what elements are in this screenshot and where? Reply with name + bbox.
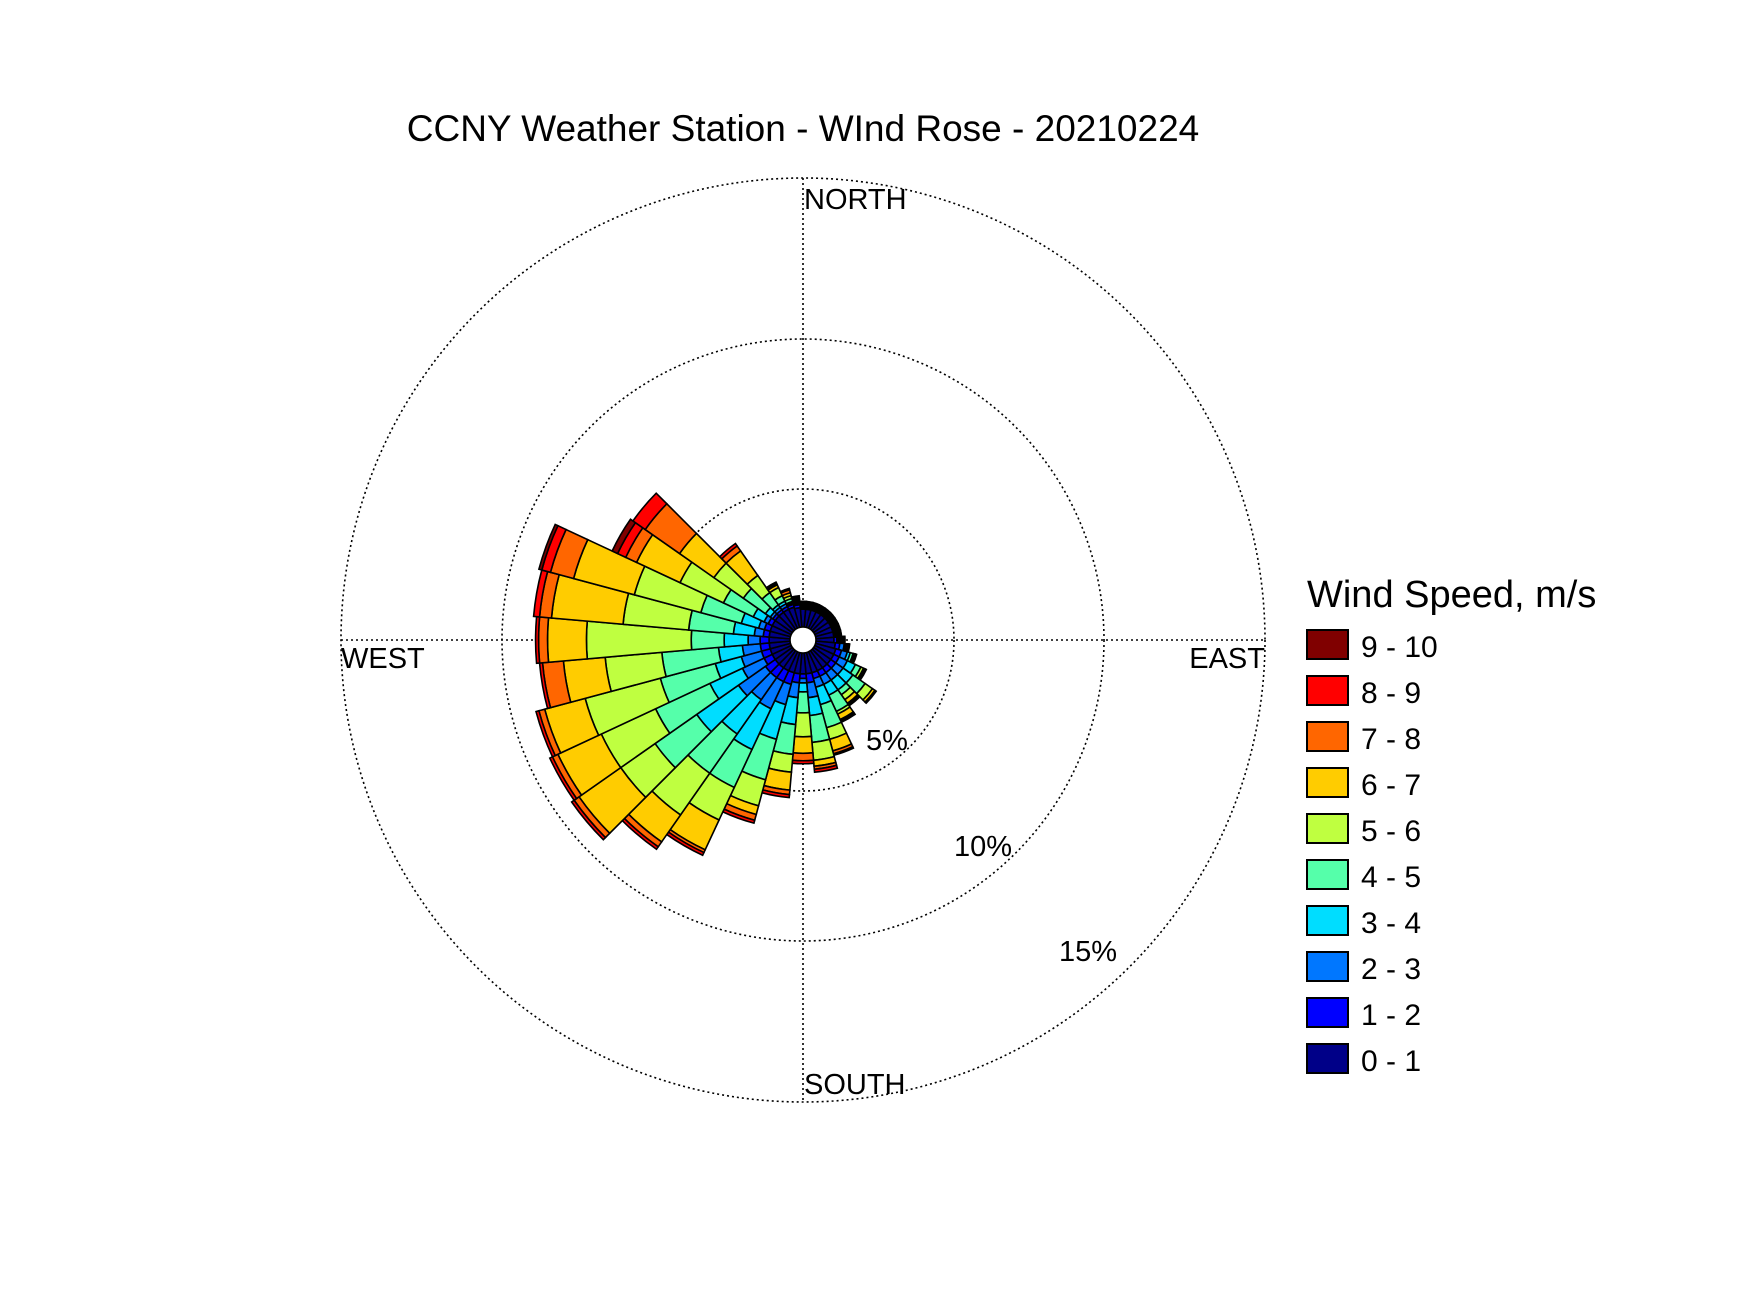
petal-segment-180deg-8-9	[791, 759, 815, 765]
legend-swatch-8-9	[1306, 675, 1349, 706]
petal-segment-250deg-8-9	[535, 709, 557, 758]
legend-label-6-7: 6 - 7	[1361, 769, 1421, 802]
petal-segment-300deg-9-10	[611, 518, 637, 555]
petal-segment-320deg-8-9	[718, 542, 739, 560]
legend: Wind Speed, m/s 9 - 10 8 - 9 7 - 8 6 - 7 5 -…	[1306, 574, 1596, 1078]
petal-segment-350deg-8-9	[790, 594, 801, 599]
legend-swatch-0-1	[1306, 1043, 1349, 1074]
ring-label-15: 15%	[1059, 936, 1117, 968]
petal-segment-180deg-7-8	[791, 751, 815, 762]
legend-label-3-4: 3 - 4	[1361, 907, 1421, 940]
legend-swatch-5-6	[1306, 813, 1349, 844]
legend-label-5-6: 5 - 6	[1361, 815, 1421, 848]
petal-segment-90deg-8-9	[843, 635, 846, 645]
label-south: SOUTH	[804, 1069, 906, 1101]
legend-label-0-1: 0 - 1	[1361, 1045, 1421, 1078]
label-north: NORTH	[804, 184, 907, 216]
petal-segment-240deg-8-9	[548, 755, 578, 802]
legend-label-2-3: 2 - 3	[1361, 953, 1421, 986]
petal-segment-290deg-9-10	[537, 523, 559, 571]
label-east: EAST	[1189, 643, 1265, 675]
petal-segment-330deg-8-9	[765, 581, 778, 591]
calm-center	[789, 626, 817, 654]
wind-rose-petals	[532, 492, 878, 857]
petal-segment-270deg-8-9	[534, 615, 541, 665]
petal-segment-270deg-6-7	[546, 616, 589, 664]
legend-label-9-10: 9 - 10	[1361, 631, 1438, 664]
legend-swatch-2-3	[1306, 951, 1349, 982]
legend-label-7-8: 7 - 8	[1361, 723, 1421, 756]
legend-title: Wind Speed, m/s	[1307, 574, 1596, 616]
petal-segment-170deg-8-9	[813, 764, 839, 774]
legend-swatch-3-4	[1306, 905, 1349, 936]
petal-segment-180deg-6-7	[792, 735, 814, 755]
legend-label-4-5: 4 - 5	[1361, 861, 1421, 894]
petal-segment-310deg-8-9	[631, 492, 668, 531]
legend-swatch-4-5	[1306, 859, 1349, 890]
legend-swatch-9-10	[1306, 629, 1349, 660]
ring-label-10: 10%	[954, 831, 1012, 863]
petal-segment-230deg-8-9	[570, 799, 607, 841]
chart-title: CCNY Weather Station - WInd Rose - 20210…	[407, 108, 1199, 149]
petal-segment-270deg-7-8	[537, 616, 550, 664]
legend-label-1-2: 1 - 2	[1361, 999, 1421, 1032]
ring-label-5: 5%	[866, 725, 908, 757]
legend-label-8-9: 8 - 9	[1361, 677, 1421, 710]
label-west: WEST	[341, 643, 425, 675]
petal-segment-340deg-8-9	[779, 587, 791, 595]
legend-swatch-6-7	[1306, 767, 1349, 798]
petal-segment-130deg-8-9	[864, 689, 878, 705]
legend-swatch-1-2	[1306, 997, 1349, 1028]
legend-swatch-7-8	[1306, 721, 1349, 752]
